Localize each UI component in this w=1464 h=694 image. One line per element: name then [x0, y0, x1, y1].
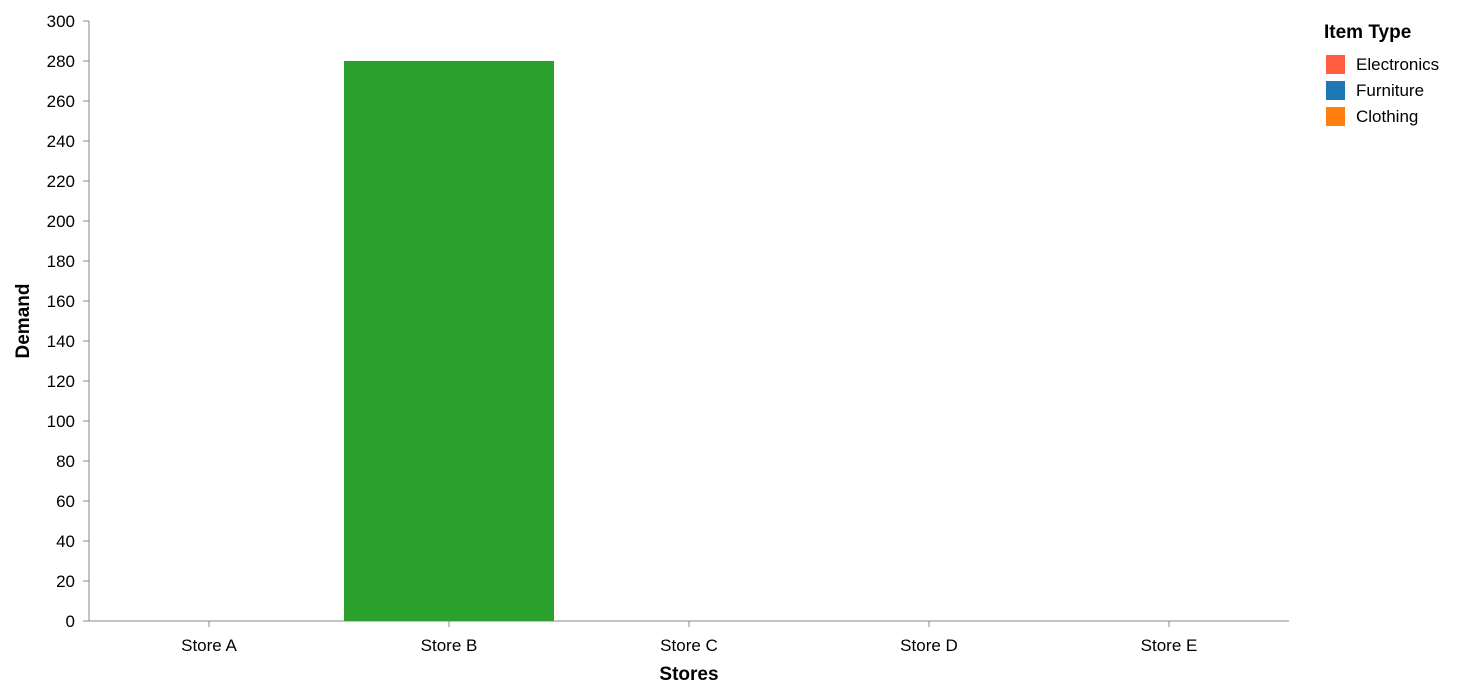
x-tick-label: Store E: [1141, 636, 1198, 655]
y-tick-label: 140: [47, 332, 75, 351]
y-tick-label: 20: [56, 572, 75, 591]
y-tick-label: 200: [47, 212, 75, 231]
y-tick-label: 300: [47, 12, 75, 31]
y-tick-label: 260: [47, 92, 75, 111]
y-tick-label: 240: [47, 132, 75, 151]
bars: [344, 61, 554, 621]
y-tick-label: 220: [47, 172, 75, 191]
y-tick-label: 280: [47, 52, 75, 71]
legend: Item Type Electronics Furniture Clothing: [1324, 22, 1439, 126]
y-axis-title: Demand: [13, 284, 34, 359]
x-tick-label: Store A: [181, 636, 237, 655]
bar-store-b: [344, 61, 554, 621]
y-tick-label: 160: [47, 292, 75, 311]
legend-swatch: [1326, 81, 1345, 100]
y-tick-label: 120: [47, 372, 75, 391]
legend-label: Clothing: [1356, 107, 1418, 126]
y-axis: 0 20 40 60 80 100 120 140 160 180 200 220 240 260 280 3…: [47, 12, 90, 631]
legend-label: Electronics: [1356, 55, 1439, 74]
x-axis-title: Stores: [659, 664, 718, 685]
legend-swatch: [1326, 55, 1345, 74]
legend-title: Item Type: [1324, 22, 1411, 43]
y-tick-label: 40: [56, 532, 75, 551]
y-tick-label: 100: [47, 412, 75, 431]
y-tick-label: 60: [56, 492, 75, 511]
x-tick-label: Store C: [660, 636, 718, 655]
y-tick-label: 180: [47, 252, 75, 271]
x-axis: Store A Store B Store C Store D Store E: [89, 620, 1289, 655]
y-tick-label: 0: [66, 612, 75, 631]
legend-label: Furniture: [1356, 81, 1424, 100]
y-tick-label: 80: [56, 452, 75, 471]
x-tick-label: Store B: [421, 636, 478, 655]
x-tick-label: Store D: [900, 636, 958, 655]
legend-swatch: [1326, 107, 1345, 126]
